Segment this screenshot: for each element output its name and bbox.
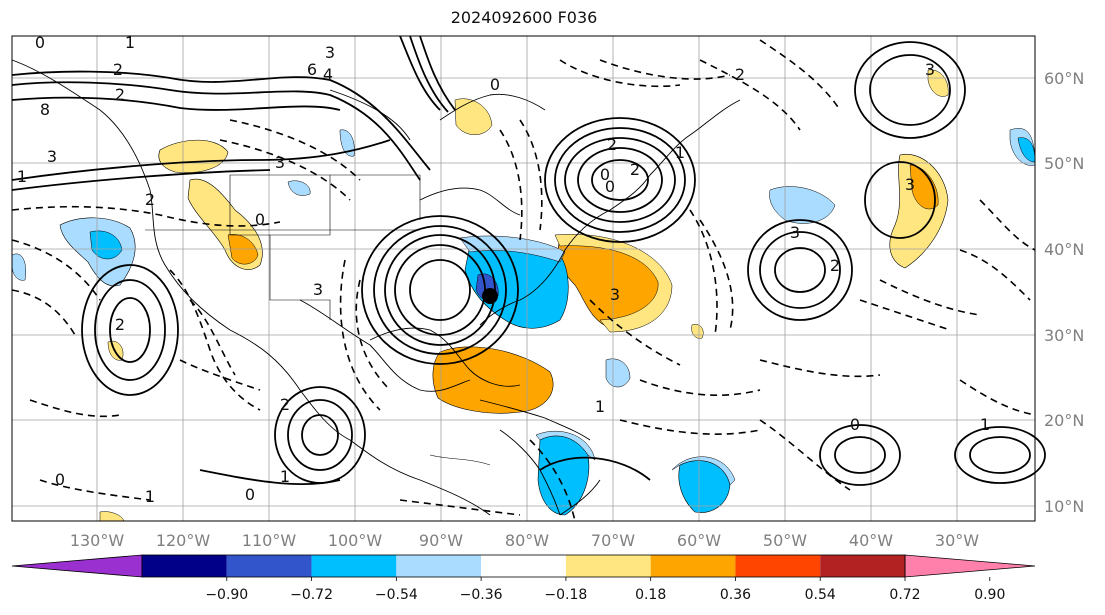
colorbar-extend-min	[11, 554, 143, 578]
colorbar-tick-label: 0.54	[805, 587, 836, 603]
contour-label: 3	[905, 175, 915, 194]
contour-label: 2	[145, 190, 155, 209]
contour-label: 2	[113, 60, 123, 79]
lon-label: 100°W	[328, 531, 383, 550]
contour-label: 3	[325, 43, 335, 62]
lon-label: 30°W	[935, 531, 979, 550]
contour-label: 2	[830, 256, 840, 275]
contour-label: 0	[850, 415, 860, 434]
colorbar-tick-label: −0.54	[375, 587, 418, 603]
colorbar-tick-label: 0.36	[720, 587, 751, 603]
contour-label: 0	[605, 177, 615, 196]
shade-small-blue-2	[287, 180, 311, 196]
lat-label: 10°N	[1044, 497, 1084, 516]
shade-left-edge-blue	[11, 253, 26, 281]
contour-label: 3	[47, 147, 57, 166]
colorbar-box	[735, 555, 821, 577]
gridlines	[12, 36, 1035, 521]
lon-label: 110°W	[242, 531, 297, 550]
colorbar-extend-max	[904, 554, 1036, 578]
shade-far-ne	[927, 69, 949, 97]
lon-label: 70°W	[591, 531, 635, 550]
contour-label: 1	[595, 397, 605, 416]
storm-center-marker	[482, 288, 498, 304]
shade-carib-south-light	[535, 431, 596, 461]
shade-labrador	[454, 98, 493, 135]
contour-label: 2	[115, 315, 125, 334]
colorbar-tick-label: −0.90	[205, 587, 248, 603]
contour-label: 1	[17, 167, 27, 186]
colorbar-tick-label: −0.72	[290, 587, 333, 603]
lon-label: 50°W	[763, 531, 807, 550]
colorbar-box	[650, 555, 736, 577]
colorbar-tick-label: −0.18	[544, 587, 587, 603]
contour-label: 2	[280, 395, 290, 414]
colorbar-box	[396, 555, 482, 577]
contour-label: 3	[790, 223, 800, 242]
shade-positive-gulf	[432, 346, 554, 414]
colorbar-tick-label: 0.90	[974, 587, 1005, 603]
chart-title: 2024092600 F036	[450, 8, 598, 27]
colorbar-tick-label: 0.18	[635, 587, 666, 603]
contour-label: 6	[307, 60, 317, 79]
contour-label: 3	[275, 153, 285, 172]
lon-label: 120°W	[156, 531, 211, 550]
lat-axis-labels: 60°N 50°N 40°N 30°N 20°N 10°N	[1044, 69, 1084, 516]
lon-label: 60°W	[677, 531, 721, 550]
contour-label: 2	[607, 135, 617, 154]
lat-label: 50°N	[1044, 154, 1084, 173]
contour-label: 2	[115, 85, 125, 104]
lon-label: 40°W	[849, 531, 893, 550]
contour-label: 3	[313, 280, 323, 299]
contour-label: 0	[35, 33, 45, 52]
contour-label: 3	[925, 60, 935, 79]
contour-label: 2	[630, 160, 640, 179]
shaded-fields	[11, 69, 1036, 522]
lon-label: 80°W	[505, 531, 549, 550]
lat-label: 40°N	[1044, 240, 1084, 259]
colorbar-box	[311, 555, 397, 577]
contour-label: 1	[675, 143, 685, 162]
contour-label: 1	[145, 487, 155, 506]
contour-label: 3	[610, 285, 620, 304]
colorbar-tick-label: −0.36	[460, 587, 503, 603]
colorbar-outline	[141, 554, 906, 578]
shade-small-blue-1	[605, 358, 631, 388]
shade-midatl-blue	[769, 186, 836, 224]
colorbar-box	[226, 555, 312, 577]
contour-label: 1	[125, 33, 135, 52]
colorbar-tick-label: 0.72	[889, 587, 920, 603]
shade-eastatl-orange	[909, 164, 939, 210]
contour-label: 0	[490, 75, 500, 94]
solid-contours	[11, 35, 1046, 486]
contour-label: 8	[40, 100, 50, 119]
contour-label: 0	[245, 485, 255, 504]
colorbar-box	[481, 555, 566, 577]
shade-small-blue-3	[339, 129, 355, 157]
contour-label: 1	[280, 467, 290, 486]
contour-label: 2	[735, 65, 745, 84]
lat-label: 20°N	[1044, 411, 1084, 430]
lon-label: 90°W	[419, 531, 463, 550]
lat-label: 30°N	[1044, 326, 1084, 345]
shade-light-atlantic	[554, 234, 673, 333]
contour-label: 0	[255, 210, 265, 229]
contour-label: 0	[55, 470, 65, 489]
map-frame	[11, 35, 1036, 522]
dashed-contours	[11, 39, 1036, 522]
lat-label: 60°N	[1044, 69, 1084, 88]
contour-label: 4	[323, 65, 333, 84]
lon-axis-labels: 130°W 120°W 110°W 100°W 90°W 80°W 70°W 60°W 50°W…	[70, 531, 979, 550]
colorbar-box	[142, 555, 227, 577]
colorbar-box	[820, 555, 905, 577]
colorbar-box	[565, 555, 651, 577]
lon-label: 130°W	[70, 531, 125, 550]
contour-label: 0	[600, 165, 610, 184]
colorbar: −0.90 −0.72 −0.54 −0.36 −0.18 0.18 0.36 0.54 0.7…	[11, 554, 1036, 603]
contour-label: 1	[980, 415, 990, 434]
